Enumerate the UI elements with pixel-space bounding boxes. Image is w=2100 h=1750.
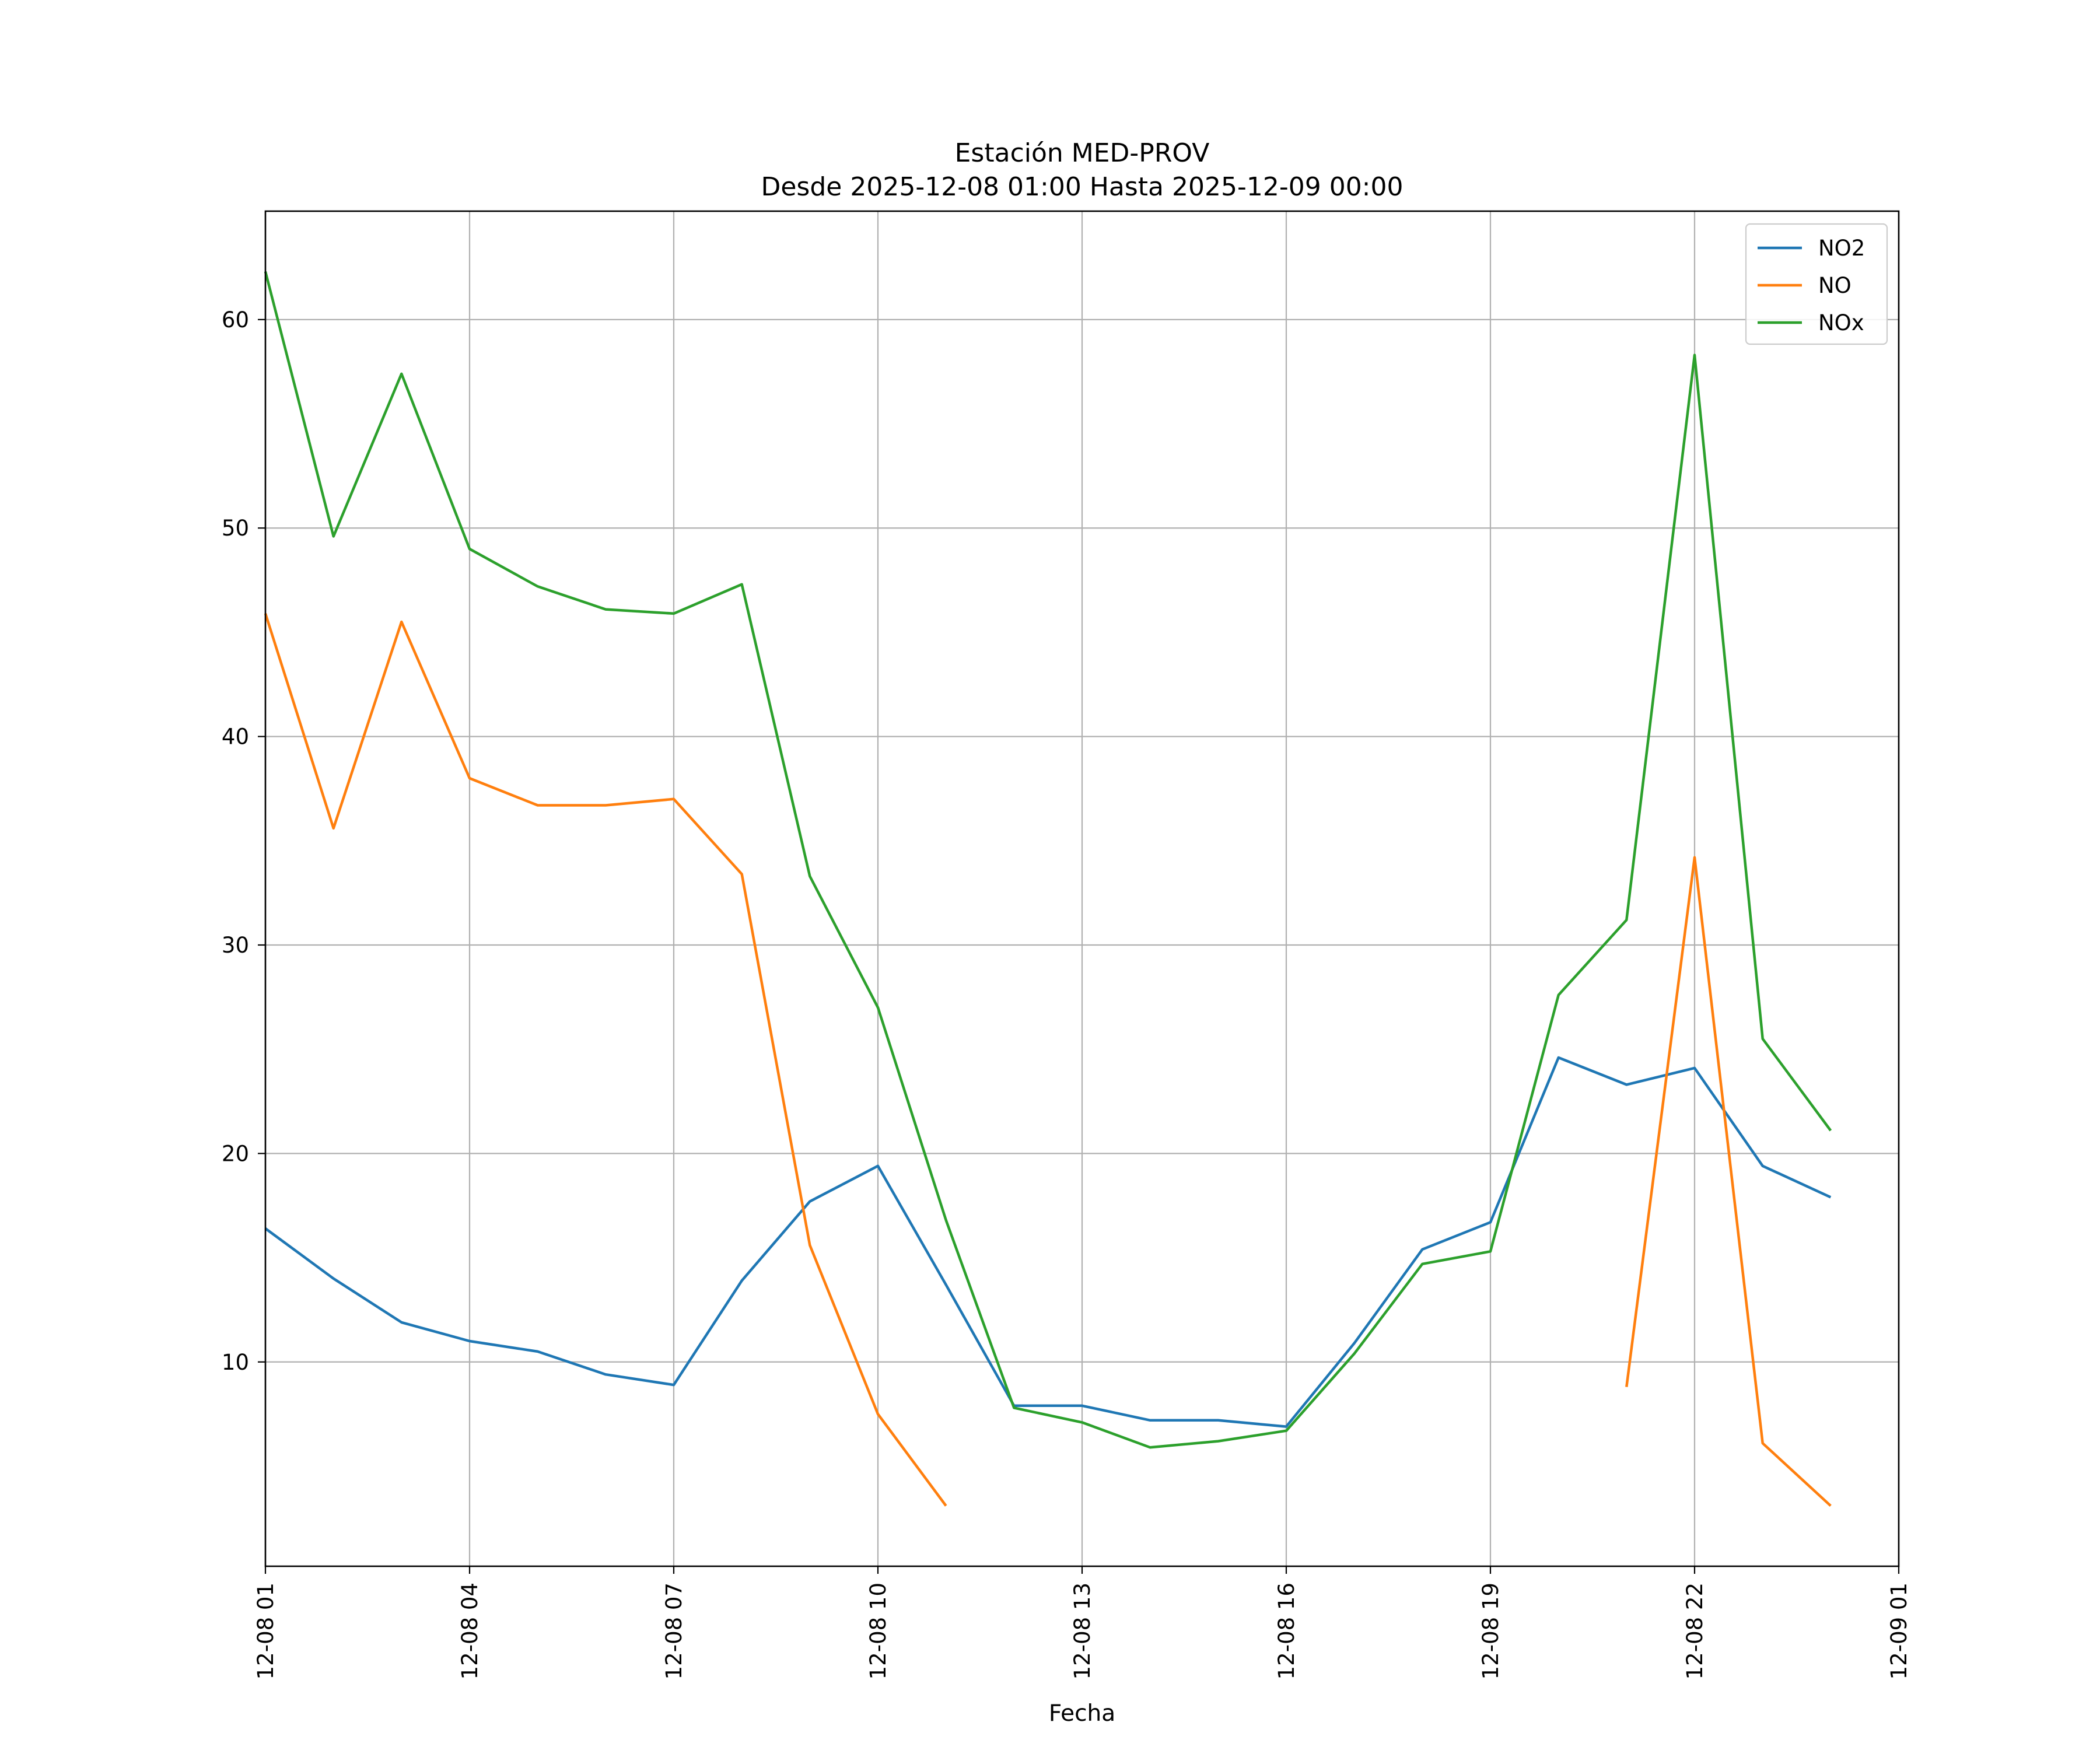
series-line-no2 xyxy=(264,1056,1832,1428)
x-tick-label: 12-08 16 xyxy=(1274,1583,1299,1679)
y-tick-label: 60 xyxy=(222,307,249,332)
legend-entry: NO xyxy=(1818,273,1852,298)
legend-entry: NO2 xyxy=(1818,236,1865,261)
x-tick-label: 12-08 10 xyxy=(866,1583,891,1679)
x-tick-label: 12-08 04 xyxy=(457,1583,482,1679)
y-tick-label: 10 xyxy=(222,1350,249,1375)
legend-entry: NOx xyxy=(1818,310,1864,335)
x-tick-label: 12-08 07 xyxy=(662,1583,687,1679)
series-lines xyxy=(264,271,1832,1507)
y-tick-label: 50 xyxy=(222,516,249,541)
series-line-no xyxy=(1625,856,1832,1507)
legend: NO2 NO NOx xyxy=(1745,223,1888,345)
x-axis-ticks: 12-08 01 12-08 04 12-08 07 12-08 10 12-08 13… xyxy=(253,1566,1912,1679)
chart-title: Estación MED-PROV xyxy=(955,138,1210,168)
y-tick-label: 40 xyxy=(222,724,249,750)
x-tick-label: 12-09 01 xyxy=(1887,1583,1912,1679)
series-line-nox xyxy=(264,271,1832,1449)
chart-subtitle: Desde 2025-12-08 01:00 Hasta 2025-12-09 … xyxy=(761,172,1403,202)
y-axis-ticks: 10 20 30 40 50 60 xyxy=(222,307,265,1375)
series-line-no xyxy=(264,613,947,1507)
y-tick-label: 30 xyxy=(222,933,249,958)
x-tick-label: 12-08 22 xyxy=(1682,1583,1707,1679)
y-tick-label: 20 xyxy=(222,1141,249,1166)
x-tick-label: 12-08 01 xyxy=(253,1583,278,1679)
legend-box xyxy=(1745,223,1888,345)
x-tick-label: 12-08 19 xyxy=(1478,1583,1503,1679)
grid xyxy=(264,211,1900,1566)
x-axis-label: Fecha xyxy=(1049,1700,1115,1727)
x-tick-label: 12-08 13 xyxy=(1070,1583,1095,1679)
